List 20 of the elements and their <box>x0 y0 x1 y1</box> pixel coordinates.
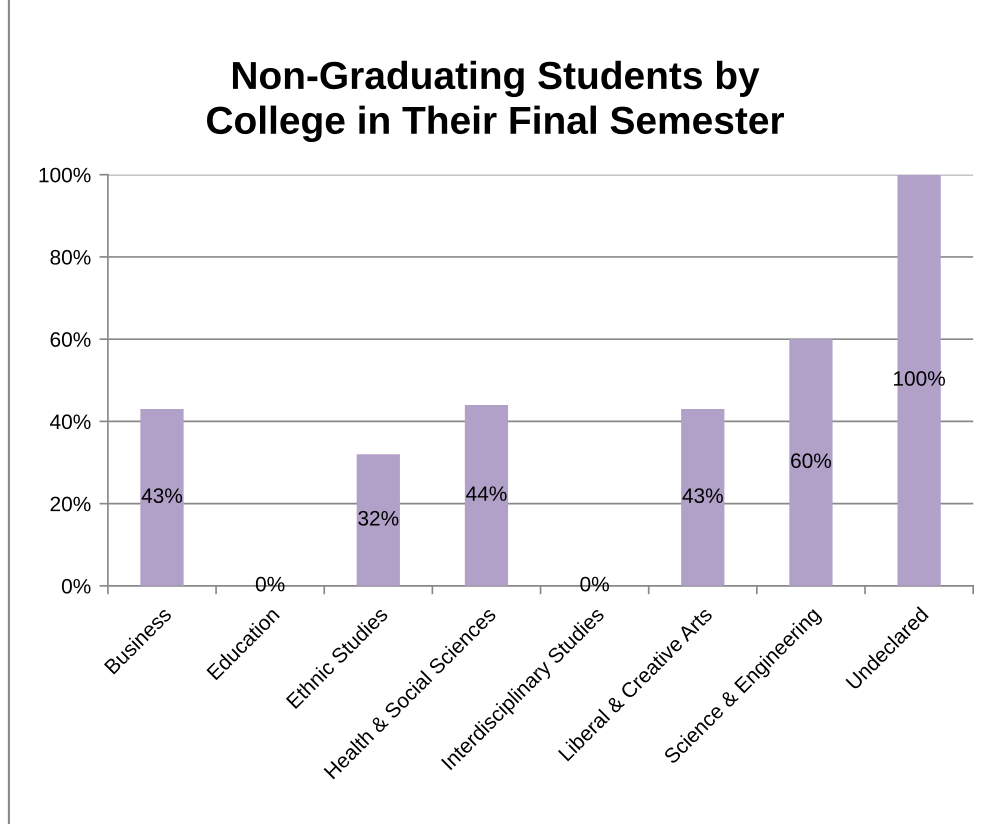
y-tick-label: 20% <box>50 496 91 512</box>
data-label: 43% <box>142 488 182 504</box>
data-label: 0% <box>580 576 609 592</box>
bar <box>789 339 833 586</box>
chart-title: Non-Graduating Students by College in Their Final Semester <box>207 60 784 142</box>
y-tick-label: 40% <box>50 414 91 430</box>
y-tick-label: 60% <box>50 332 91 347</box>
y-tick-label: 0% <box>62 578 90 594</box>
bar <box>356 454 400 586</box>
data-label: 43% <box>682 488 723 504</box>
data-label: 32% <box>358 510 398 526</box>
data-label: 100% <box>894 371 945 386</box>
y-tick-label: 80% <box>50 250 91 265</box>
data-label: 0% <box>256 576 284 592</box>
bar <box>464 404 508 586</box>
y-tick-label: 100% <box>40 168 91 182</box>
bar <box>681 409 724 586</box>
data-label: 44% <box>466 486 507 501</box>
bar <box>140 409 184 586</box>
data-label: 60% <box>791 453 832 468</box>
